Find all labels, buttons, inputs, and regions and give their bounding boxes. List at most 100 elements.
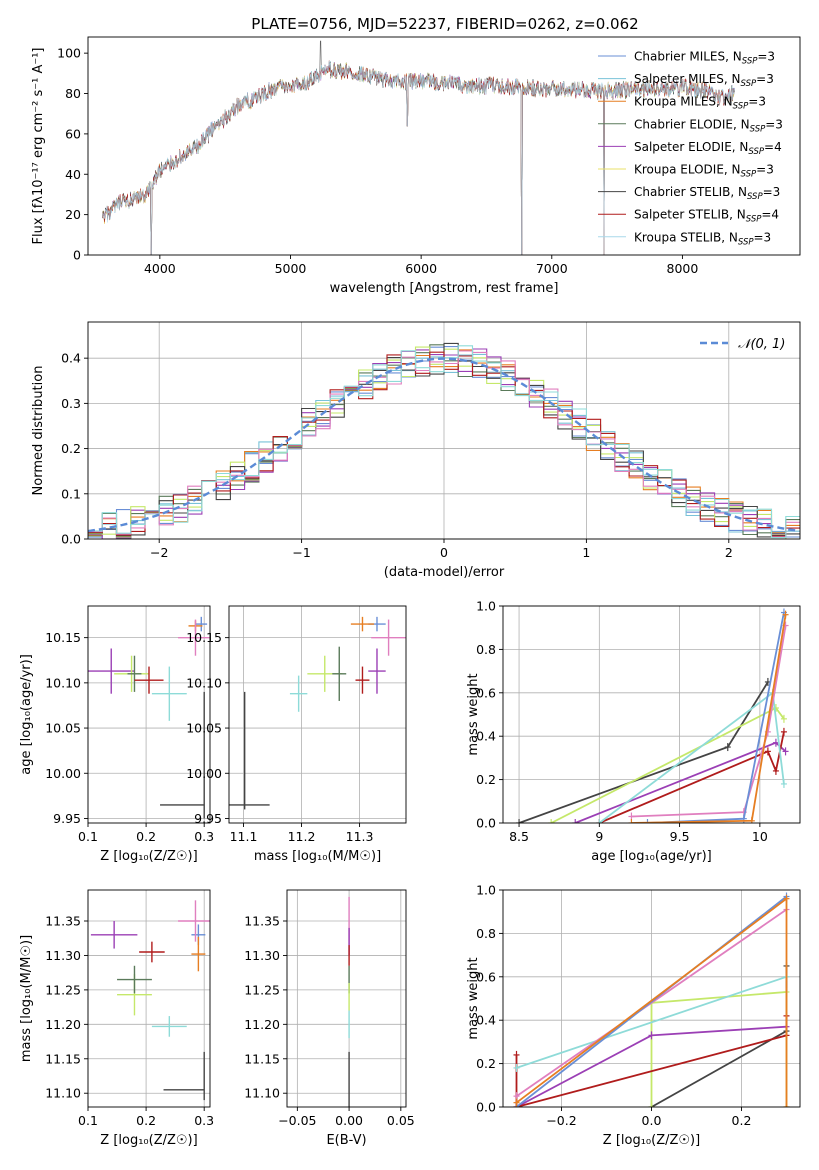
z-weight-chart: −0.2 0.0 0.2 0.0 0.2 0.4 0.6 0.8 1.0 Z [log₁₀(Z/Z…	[466, 883, 801, 1148]
mass-weight-marker	[780, 779, 787, 788]
y-tick-label: 11.30	[244, 948, 280, 963]
y-tick-label: 10.00	[45, 766, 81, 781]
x-tick-label: 1	[582, 545, 590, 560]
error-bar-point	[368, 648, 386, 694]
error-bar-point	[371, 619, 406, 656]
plot-area	[102, 40, 735, 255]
error-bar-point	[355, 666, 370, 694]
x-tick-label: 4000	[144, 261, 176, 276]
plot-area	[229, 616, 406, 810]
y-tick-label: 0.0	[476, 1100, 496, 1115]
axes-frame	[228, 605, 407, 824]
x-tick-label: −0.05	[278, 1113, 316, 1128]
mass-weight-marker	[782, 747, 789, 756]
legend-entry: Salpeter STELIB, NSSP=4	[634, 208, 779, 225]
y-axis-label: age [log₁₀(age/yr)]	[19, 654, 34, 775]
y-tick-label: 80	[65, 86, 81, 101]
y-tick-label: 0.4	[476, 1013, 496, 1028]
z-age-chart: 0.1 0.2 0.3 9.95 10.00 10.05 10.10 10.15 Z [log₁…	[19, 605, 214, 864]
x-tick-label: 0	[440, 545, 448, 560]
x-axis-label: wavelength [Angstrom, rest frame]	[330, 281, 559, 296]
x-tick-label: 0.1	[78, 1113, 98, 1128]
x-tick-label: 9.5	[670, 829, 690, 844]
x-tick-label: 2	[725, 545, 733, 560]
plot-area	[88, 342, 800, 539]
y-axis-label: mass [log₁₀(M/M☉)]	[19, 935, 34, 1062]
mass-weight-marker	[513, 1063, 520, 1072]
y-tick-label: 0.4	[61, 351, 81, 366]
mass-weight-marker	[724, 743, 731, 752]
x-tick-label: 0.3	[194, 829, 214, 844]
x-axis-label: E(B-V)	[326, 1133, 366, 1148]
x-tick-label: 6000	[405, 261, 437, 276]
x-tick-label: 9	[595, 829, 603, 844]
mass-weight-line	[650, 991, 788, 1107]
error-bar-point	[178, 619, 210, 656]
legend-entry: Kroupa STELIB, NSSP=3	[634, 230, 771, 247]
y-tick-label: 11.25	[244, 982, 280, 997]
axes-frame	[286, 889, 407, 1108]
error-bar-point	[134, 666, 164, 694]
mass-weight-marker	[648, 1103, 655, 1107]
plot-area	[90, 900, 210, 1101]
legend-entry: 𝒩(0, 1)	[738, 337, 785, 352]
y-tick-label: 0.6	[476, 685, 496, 700]
residual-histogram	[88, 345, 800, 539]
mass-weight-marker	[780, 714, 787, 723]
x-axis-label: age [log₁₀(age/yr)]	[591, 849, 712, 864]
legend-entry: Chabrier ELODIE, NSSP=3	[634, 117, 783, 134]
mass-weight-marker	[648, 1031, 655, 1040]
x-tick-label: 10	[752, 829, 768, 844]
plot-area	[513, 892, 790, 1107]
x-axis-label: Z [log₁₀(Z/Z☉)]	[100, 1133, 197, 1148]
y-axis-label: Normed distribution	[31, 366, 46, 496]
mass-weight-marker	[548, 819, 555, 823]
x-tick-label: 8.5	[509, 829, 529, 844]
gaussian-curve	[88, 357, 798, 533]
y-tick-label: 11.20	[45, 1017, 81, 1032]
y-tick-label: 0.4	[476, 729, 496, 744]
mass-weight-line	[631, 625, 787, 818]
mass-weight-marker	[628, 819, 635, 823]
x-tick-label: −1	[292, 545, 310, 560]
spectrum-series-line	[102, 60, 735, 255]
axes-frame	[87, 605, 211, 824]
mass-weight-marker	[513, 1050, 520, 1059]
y-tick-label: 100	[57, 46, 81, 61]
mass-weight-marker	[748, 816, 755, 823]
y-tick-label: 20	[65, 207, 81, 222]
x-tick-label: 11.3	[346, 829, 374, 844]
error-bar-point	[117, 965, 152, 994]
y-tick-label: 0.8	[476, 926, 496, 941]
y-tick-label: 11.25	[45, 982, 81, 997]
mass-weight-marker	[764, 747, 771, 756]
y-tick-label: 9.95	[53, 811, 81, 826]
axes-frame	[502, 605, 801, 824]
y-tick-label: 10.15	[186, 630, 222, 645]
mass-weight-line	[647, 612, 785, 823]
error-bar-point	[178, 900, 210, 942]
legend-entry: Salpeter MILES, NSSP=3	[634, 72, 774, 89]
legend-entry: Chabrier MILES, NSSP=3	[634, 50, 775, 67]
residuals-chart: −2 −1 0 1 2 0.0 0.1 0.2 0.3 0.4 (data-model)/error…	[31, 321, 801, 580]
y-tick-label: 11.35	[45, 914, 81, 929]
y-tick-label: 0.3	[61, 396, 81, 411]
y-axis-label: mass weight	[466, 957, 481, 1039]
y-tick-label: 0.2	[61, 441, 81, 456]
y-tick-label: 11.10	[45, 1086, 81, 1101]
y-tick-label: 0.8	[476, 642, 496, 657]
x-tick-label: 0.05	[387, 1113, 415, 1128]
error-bar-point	[332, 646, 347, 701]
error-bar-point	[88, 648, 135, 694]
y-tick-label: 10.05	[186, 721, 222, 736]
x-tick-label: 0.0	[642, 1113, 662, 1128]
y-axis-label: Flux [fλ10⁻¹⁷ erg cm⁻² s⁻¹ A⁻¹]	[31, 48, 46, 245]
spectrum-title: PLATE=0756, MJD=52237, FIBERID=0262, z=0…	[251, 15, 638, 33]
x-axis-label: mass [log₁₀(M/M☉)]	[254, 849, 381, 864]
axes-frame	[87, 36, 801, 256]
y-tick-label: 0.2	[476, 772, 496, 787]
x-tick-label: 0.2	[136, 1113, 156, 1128]
y-tick-label: 10.05	[45, 721, 81, 736]
y-tick-label: 10.00	[186, 766, 222, 781]
